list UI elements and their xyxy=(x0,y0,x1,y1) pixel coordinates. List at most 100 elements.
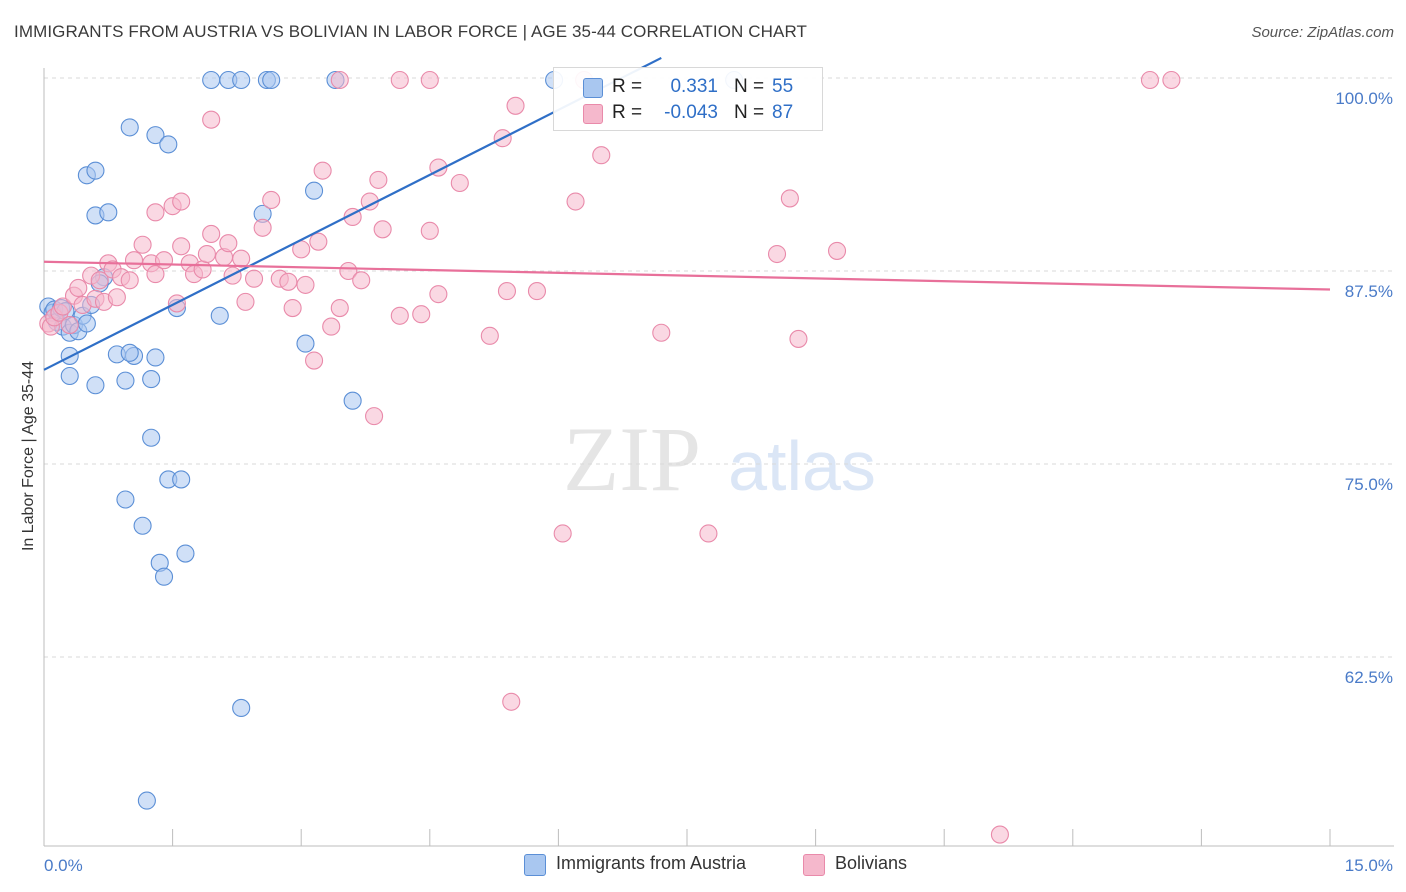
data-point xyxy=(232,698,251,718)
data-point xyxy=(506,96,525,115)
data-point xyxy=(412,305,431,324)
y-tick-label: 87.5% xyxy=(1345,282,1393,301)
data-point xyxy=(339,261,358,281)
watermark-zip: ZIP xyxy=(563,408,701,510)
data-point xyxy=(146,203,165,222)
data-point xyxy=(343,391,362,410)
data-point xyxy=(172,192,191,211)
data-point xyxy=(566,192,585,211)
data-point xyxy=(780,189,799,208)
data-point xyxy=(296,275,315,294)
data-point xyxy=(146,126,165,145)
data-point xyxy=(210,306,229,325)
data-point xyxy=(365,407,384,426)
data-point xyxy=(296,334,315,353)
data-point xyxy=(480,326,499,345)
data-point xyxy=(197,244,216,264)
bottom-legend-swatch-blue xyxy=(524,854,546,876)
data-point xyxy=(193,260,212,279)
data-point xyxy=(352,271,371,290)
data-point xyxy=(652,323,671,342)
data-point xyxy=(990,825,1009,844)
data-point xyxy=(313,161,332,180)
data-point xyxy=(390,70,409,90)
data-point xyxy=(219,234,238,253)
data-point xyxy=(107,288,126,307)
data-point xyxy=(202,110,221,129)
data-point xyxy=(232,249,251,268)
data-point xyxy=(133,235,152,254)
data-point xyxy=(142,428,161,447)
legend-n-label: N = xyxy=(734,76,765,97)
bottom-legend-label: Bolivians xyxy=(835,853,908,873)
data-point xyxy=(142,370,161,389)
data-point xyxy=(172,237,191,256)
data-point xyxy=(124,251,144,270)
legend-swatch-blue xyxy=(583,78,603,98)
data-point xyxy=(305,351,324,370)
y-tick-labels: 100.0% 87.5% 75.0% 62.5% xyxy=(1335,89,1393,687)
y-tick-label: 62.5% xyxy=(1345,668,1393,687)
data-point xyxy=(86,376,105,395)
data-point xyxy=(53,297,72,316)
watermark: ZIP atlas xyxy=(563,408,876,510)
data-point xyxy=(305,181,324,200)
y-tick-label: 100.0% xyxy=(1335,89,1393,108)
axes xyxy=(43,68,1394,847)
watermark-atlas: atlas xyxy=(728,427,876,505)
data-point xyxy=(202,70,221,90)
data-point xyxy=(373,220,392,239)
legend-r-value: -0.043 xyxy=(664,102,718,123)
data-point xyxy=(262,190,281,210)
data-point xyxy=(553,524,572,543)
data-point xyxy=(789,329,808,348)
data-point xyxy=(450,173,469,193)
data-point xyxy=(120,118,139,137)
data-point xyxy=(172,470,191,489)
data-point xyxy=(116,490,135,509)
data-point xyxy=(279,272,298,291)
legend-n-value: 87 xyxy=(772,102,794,123)
data-point xyxy=(592,146,611,165)
data-point xyxy=(420,221,439,240)
series-bolivians-points xyxy=(39,70,1181,844)
bottom-legend-swatch-pink xyxy=(803,854,825,876)
data-point xyxy=(146,265,165,284)
source-credit: Source: ZipAtlas.com xyxy=(1251,24,1394,41)
data-point xyxy=(176,544,195,563)
y-axis-label: In Labor Force | Age 35-44 xyxy=(20,361,37,551)
data-point xyxy=(120,271,139,290)
data-point xyxy=(154,567,174,586)
legend-r-label: R = xyxy=(612,102,643,123)
data-point xyxy=(322,317,341,336)
data-point xyxy=(420,70,439,90)
legend-r-value: 0.331 xyxy=(670,76,718,97)
data-point xyxy=(116,371,135,390)
data-point xyxy=(369,170,388,189)
data-point xyxy=(154,251,174,270)
data-point xyxy=(699,524,718,543)
data-point xyxy=(202,224,221,243)
data-point xyxy=(262,70,281,90)
legend-n-label: N = xyxy=(734,102,765,123)
data-point xyxy=(1140,70,1160,90)
y-tick-label: 75.0% xyxy=(1345,475,1393,494)
data-point xyxy=(90,271,109,290)
gridlines xyxy=(44,77,1394,658)
x-tick-labels: 0.0% 15.0% xyxy=(44,856,1393,875)
data-point xyxy=(60,315,79,335)
data-point xyxy=(244,269,264,288)
correlation-legend: R = 0.331 N = 55 R = -0.043 N = 87 xyxy=(553,67,823,131)
data-point xyxy=(330,299,349,318)
data-point xyxy=(502,692,521,711)
data-point xyxy=(99,203,118,222)
data-point xyxy=(69,278,88,298)
data-point xyxy=(527,282,547,301)
legend-n-value: 55 xyxy=(772,76,794,97)
data-point xyxy=(390,306,409,325)
data-point xyxy=(86,161,105,180)
legend-r-label: R = xyxy=(612,76,643,97)
data-point xyxy=(77,314,96,333)
data-point xyxy=(133,516,152,535)
